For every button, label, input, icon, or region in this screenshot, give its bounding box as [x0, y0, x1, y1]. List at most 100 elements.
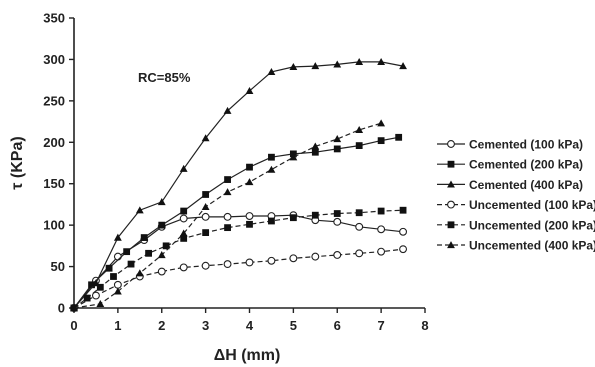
data-point: [201, 203, 210, 211]
data-point: [96, 299, 105, 307]
data-point: [399, 227, 408, 236]
legend-label: Cemented (100 kPa): [469, 138, 583, 152]
data-point: [399, 206, 407, 214]
data-point: [202, 191, 210, 198]
y-ticks: 0 50 100 150 200 250 300 350: [43, 11, 74, 316]
legend-item: Cemented (400 kPa): [437, 178, 583, 192]
data-point: [202, 229, 210, 236]
series-1: [70, 211, 408, 312]
data-point: [377, 247, 386, 256]
series-line: [73, 136, 399, 309]
data-point: [333, 135, 342, 143]
data-point: [113, 252, 122, 261]
legend-item: Uncemented (400 kPa): [437, 239, 595, 253]
data-point: [91, 291, 100, 300]
data-point: [180, 235, 188, 242]
data-point: [179, 263, 188, 272]
data-point: [311, 142, 320, 150]
series-4: [70, 245, 408, 312]
data-point: [223, 212, 232, 221]
data-point: [246, 163, 253, 171]
data-point: [88, 281, 95, 289]
legend-label: Uncemented (100 kPa): [469, 198, 595, 212]
data-point: [333, 251, 342, 259]
x-tick-label: 3: [202, 318, 209, 333]
data-point: [355, 209, 363, 217]
legend-label: Uncemented (400 kPa): [469, 239, 595, 253]
data-point: [245, 212, 254, 220]
legend-marker: [447, 200, 455, 209]
data-point: [201, 212, 210, 221]
data-point: [162, 242, 170, 250]
data-point: [123, 248, 131, 256]
x-tick-label: 2: [158, 318, 165, 333]
y-tick-label: 250: [43, 93, 65, 108]
annotation-rc: RC=85%: [138, 70, 191, 85]
data-point: [246, 220, 253, 228]
data-point: [223, 260, 232, 269]
data-point: [399, 62, 407, 70]
data-point: [268, 153, 275, 161]
legend-marker: [447, 241, 455, 249]
x-tick-label: 6: [334, 318, 341, 333]
data-point: [245, 87, 254, 95]
data-point: [267, 256, 276, 265]
data-point: [180, 207, 188, 215]
x-axis-title: ΔH (mm): [214, 347, 281, 364]
x-tick-label: 7: [378, 318, 385, 333]
data-point: [157, 198, 166, 206]
legend-item: Cemented (200 kPa): [437, 158, 583, 172]
y-tick-label: 200: [43, 135, 65, 150]
legend-item: Cemented (100 kPa): [437, 138, 583, 152]
series-line: [73, 248, 404, 309]
data-point: [333, 145, 341, 153]
data-point: [355, 58, 364, 66]
data-point: [311, 62, 320, 70]
data-point: [355, 142, 363, 149]
data-point: [223, 106, 232, 114]
data-point: [105, 264, 113, 272]
series-5: [70, 206, 407, 312]
data-point: [377, 207, 385, 215]
data-point: [83, 294, 91, 302]
x-tick-label: 8: [421, 318, 428, 333]
data-point: [399, 245, 408, 254]
legend-marker: [447, 180, 455, 188]
series-line: [73, 214, 404, 309]
data-point: [267, 165, 276, 173]
y-tick-label: 150: [43, 176, 65, 191]
legend-marker: [447, 160, 455, 168]
y-axis-title: τ (KPa): [9, 136, 26, 189]
data-point: [245, 258, 254, 267]
legend-label: Cemented (400 kPa): [469, 178, 583, 192]
data-point: [224, 224, 231, 232]
data-point: [110, 273, 117, 280]
data-point: [224, 176, 231, 183]
data-point: [113, 233, 122, 241]
data-point: [268, 217, 275, 225]
series-3: [70, 58, 407, 312]
legend-marker: [447, 221, 455, 229]
data-point: [96, 283, 104, 291]
data-point: [333, 210, 341, 217]
data-point: [135, 269, 144, 277]
data-point: [377, 225, 386, 234]
series-line: [73, 209, 404, 309]
data-point: [311, 211, 319, 219]
data-point: [289, 62, 298, 71]
data-point: [157, 251, 166, 259]
data-point: [140, 234, 148, 241]
legend: Cemented (100 kPa) Cemented (200 kPa) Ceme…: [437, 138, 595, 253]
y-tick-label: 0: [58, 301, 65, 316]
data-point: [289, 153, 298, 161]
data-point: [179, 229, 188, 237]
data-point: [223, 188, 232, 196]
data-point: [179, 164, 188, 172]
legend-item: Uncemented (100 kPa): [437, 198, 595, 212]
series-6: [70, 119, 386, 312]
x-ticks: 0 1 2 3 4 5 6 7 8: [70, 308, 429, 333]
data-point: [201, 261, 210, 270]
data-point: [377, 119, 386, 127]
data-point: [201, 134, 210, 142]
